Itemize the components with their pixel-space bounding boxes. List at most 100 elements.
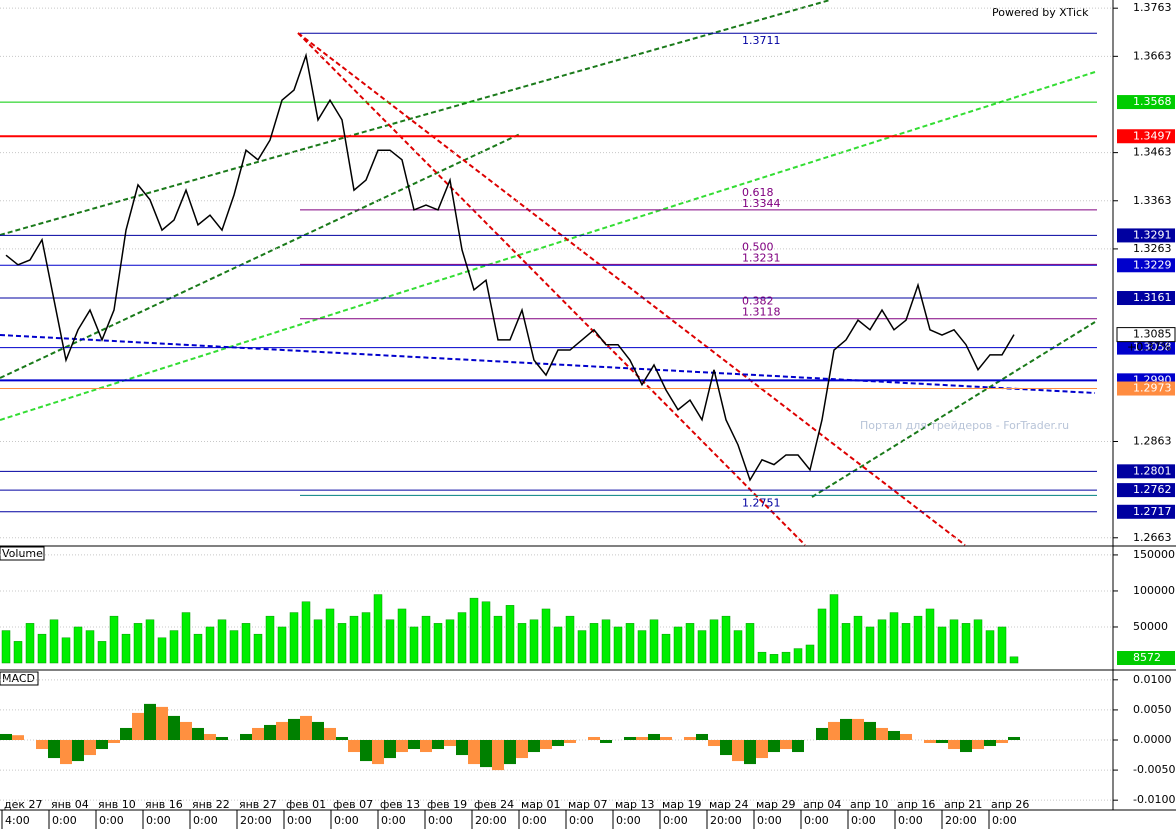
volume-bar — [373, 594, 383, 664]
volume-bar — [469, 597, 479, 664]
volume-bar — [337, 623, 347, 664]
level-box — [1117, 291, 1175, 306]
trend-line — [297, 32, 966, 546]
level-label: 1.3497 — [1133, 129, 1172, 142]
level-label: 1.3161 — [1133, 291, 1172, 304]
macd-bar — [156, 706, 168, 740]
macd-bar — [132, 712, 144, 740]
level-box — [1117, 464, 1175, 479]
x-date-label: фев 01 — [286, 798, 326, 811]
y-tick-label: 1.3763 — [1133, 1, 1172, 14]
volume-bar — [85, 630, 95, 664]
panel-title-box — [0, 671, 39, 686]
macd-bar — [852, 718, 864, 740]
volume-bar — [217, 619, 227, 664]
macd-bar — [84, 740, 96, 756]
macd-bar — [828, 721, 840, 740]
x-time-label: 0:00 — [616, 814, 641, 827]
volume-bar — [541, 608, 551, 664]
y-tick-label: 1.3663 — [1133, 49, 1172, 62]
x-date-label: фев 13 — [380, 798, 420, 811]
x-time-label: 0:00 — [428, 814, 453, 827]
volume-bar — [589, 623, 599, 664]
volume-bar — [289, 612, 299, 664]
volume-bar — [505, 605, 515, 664]
macd-bar — [876, 727, 888, 740]
macd-bar — [600, 740, 612, 744]
macd-bar — [816, 727, 828, 740]
level-box — [1117, 340, 1175, 355]
macd-bar — [960, 740, 972, 753]
x-time-label: 20:00 — [240, 814, 272, 827]
volume-bar — [601, 619, 611, 664]
volume-bar — [265, 615, 275, 664]
x-time-label: 0:00 — [52, 814, 77, 827]
macd-bar — [300, 715, 312, 740]
x-time-label: 0:00 — [99, 814, 124, 827]
macd-bar — [768, 740, 780, 753]
volume-bar — [361, 612, 371, 664]
macd-bar — [756, 740, 768, 759]
volume-bar — [817, 608, 827, 664]
x-time-label: 4:00 — [5, 814, 30, 827]
fib-price: 1.2751 — [742, 496, 781, 509]
macd-bar — [396, 740, 408, 753]
volume-bar — [37, 633, 47, 664]
macd-bar — [336, 736, 348, 740]
x-time-label: 0:00 — [851, 814, 876, 827]
macd-bar — [684, 736, 696, 740]
macd-bar — [732, 740, 744, 762]
macd-bar — [1008, 736, 1020, 740]
y-tick-label: 50000 — [1133, 620, 1168, 633]
x-time-label: 0:00 — [663, 814, 688, 827]
level-box — [1117, 258, 1175, 273]
macd-bar — [792, 740, 804, 753]
macd-bar — [708, 740, 720, 747]
macd-bar — [252, 727, 264, 740]
x-date-label: дек 27 — [4, 798, 43, 811]
macd-bar — [636, 736, 648, 740]
macd-bar — [624, 736, 636, 740]
macd-bar — [936, 740, 948, 744]
macd-bar — [276, 721, 288, 740]
volume-bar — [553, 626, 563, 664]
x-date-label: фев 19 — [427, 798, 467, 811]
macd-bar — [420, 740, 432, 753]
x-date-label: апр 10 — [850, 798, 888, 811]
x-time-label: 0:00 — [569, 814, 594, 827]
volume-bar — [697, 630, 707, 664]
volume-bar — [433, 623, 443, 664]
macd-bar — [744, 740, 756, 765]
macd-bar — [528, 740, 540, 753]
y-tick-label: 100000 — [1133, 584, 1175, 597]
volume-bar — [1009, 656, 1019, 664]
volume-bar — [565, 615, 575, 664]
y-tick-label: 150000 — [1133, 548, 1175, 561]
volume-bar — [529, 619, 539, 664]
macd-bar — [780, 740, 792, 750]
y-tick-label: 0.0100 — [1133, 673, 1172, 686]
y-tick-label: -0.0100 — [1133, 793, 1175, 806]
macd-bar — [996, 740, 1008, 744]
macd-bar — [900, 733, 912, 740]
x-date-label: янв 16 — [145, 798, 183, 811]
level-box — [1117, 95, 1175, 110]
fib-ratio: 0.382 — [742, 295, 774, 308]
volume-bar — [793, 648, 803, 664]
volume-bar — [169, 630, 179, 664]
macd-bar — [456, 740, 468, 756]
macd-bar — [984, 740, 996, 747]
x-time-label: 0:00 — [381, 814, 406, 827]
level-label: 1.2717 — [1133, 505, 1172, 518]
level-box — [1117, 228, 1175, 243]
macd-bar — [552, 740, 564, 747]
macd-bar — [444, 740, 456, 747]
volume-bar — [385, 619, 395, 664]
macd-bar — [888, 730, 900, 740]
volume-bar — [145, 619, 155, 664]
macd-bar — [48, 740, 60, 759]
volume-bar — [397, 608, 407, 664]
change-label: +0.37% — [1127, 341, 1171, 354]
